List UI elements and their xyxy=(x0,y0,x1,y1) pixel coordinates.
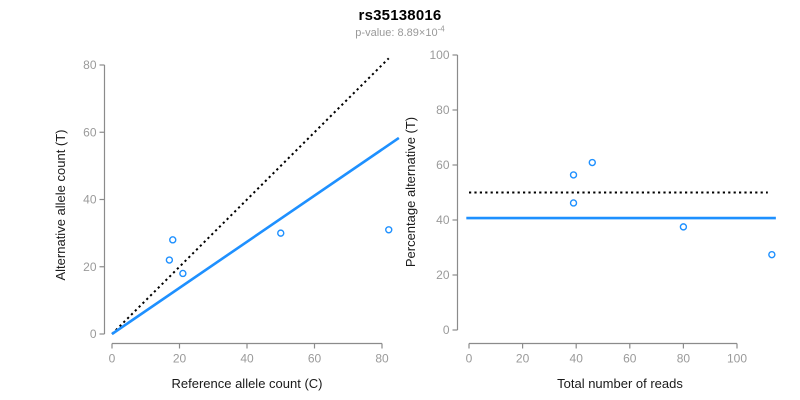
y-tick-label: 40 xyxy=(436,213,450,227)
y-tick-label: 80 xyxy=(83,58,97,72)
x-tick-label: 60 xyxy=(623,352,637,366)
x-tick-label: 0 xyxy=(109,352,116,366)
left-xaxis-title: Reference allele count (C) xyxy=(171,376,322,391)
x-tick-label: 20 xyxy=(173,352,187,366)
data-point xyxy=(569,171,578,179)
x-tick-label: 80 xyxy=(677,352,691,366)
data-point xyxy=(569,199,578,207)
data-point xyxy=(385,226,393,234)
x-tick-label: 40 xyxy=(570,352,584,366)
data-point xyxy=(169,236,177,244)
y-tick-label: 60 xyxy=(83,125,97,139)
fit-line xyxy=(111,136,400,336)
plot-title: rs35138016 xyxy=(358,7,442,24)
x-tick-label: 80 xyxy=(375,352,389,366)
y-tick-label: 100 xyxy=(429,48,449,62)
right-yaxis-title: Percentage alternative (T) xyxy=(403,117,418,267)
y-tick-label: 40 xyxy=(83,193,97,207)
p-value-exponent: -4 xyxy=(437,24,445,34)
data-point xyxy=(277,229,285,237)
x-tick-label: 40 xyxy=(240,352,254,366)
y-tick-label: 60 xyxy=(436,158,450,172)
x-tick-label: 60 xyxy=(308,352,322,366)
x-tick-label: 20 xyxy=(516,352,530,366)
y-tick-label: 0 xyxy=(443,323,450,337)
right-xaxis-title: Total number of reads xyxy=(557,376,683,391)
y-tick-label: 20 xyxy=(83,260,97,274)
data-point xyxy=(679,223,688,231)
plot-header: rs35138016 p-value: 8.89×10-4 xyxy=(0,7,800,40)
p-value-text: p-value: 8.89×10 xyxy=(355,27,438,40)
data-point xyxy=(588,158,596,167)
left-scatter-plot: 0 20 40 60 80 0 20 40 60 80 xyxy=(83,57,400,366)
x-tick-label: 100 xyxy=(727,352,747,366)
plot-subtitle: p-value: 8.89×10-4 xyxy=(0,24,800,40)
data-point xyxy=(768,250,776,259)
left-yaxis-title: Alternative allele count (T) xyxy=(53,129,68,280)
identity-line xyxy=(111,57,390,335)
y-tick-label: 0 xyxy=(90,327,97,341)
x-tick-label: 0 xyxy=(466,352,473,366)
data-point xyxy=(179,269,187,278)
data-point xyxy=(165,256,174,264)
right-scatter-plot: 0 20 40 60 80 100 0 20 40 60 80 100 xyxy=(429,48,776,366)
y-tick-label: 80 xyxy=(436,103,450,117)
y-tick-label: 20 xyxy=(436,268,450,282)
